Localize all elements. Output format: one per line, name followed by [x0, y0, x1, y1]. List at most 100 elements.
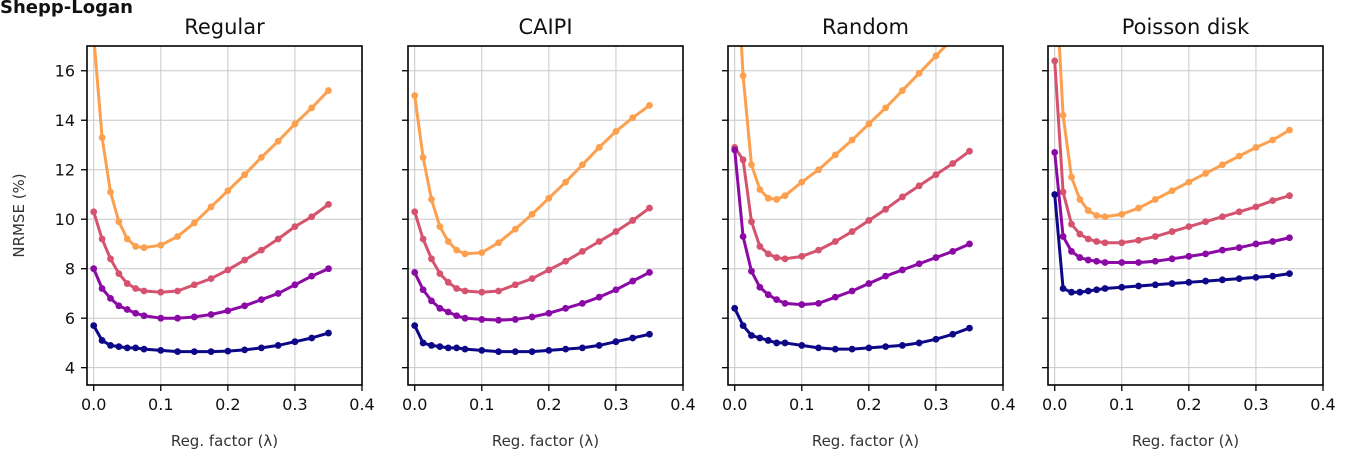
data-point — [915, 339, 923, 347]
data-point — [419, 153, 427, 161]
x-tick-label: 0.4 — [670, 395, 695, 414]
x-tick-label: 0.4 — [990, 395, 1015, 414]
data-point — [848, 287, 856, 295]
data-point — [174, 233, 181, 240]
data-point — [882, 343, 890, 351]
data-point — [224, 307, 232, 315]
data-point — [123, 280, 131, 287]
data-point — [325, 87, 332, 94]
data-point — [562, 257, 570, 265]
x-tick-label: 0.3 — [603, 395, 628, 414]
data-point — [966, 324, 973, 332]
data-point — [453, 344, 461, 352]
x-tick-label: 0.4 — [1310, 395, 1335, 414]
data-point — [1151, 196, 1159, 203]
data-point — [107, 188, 114, 196]
data-point — [1185, 178, 1193, 186]
data-point — [1059, 285, 1067, 292]
x-axis-label: Reg. factor (λ) — [812, 432, 919, 450]
series-line-1 — [739, 46, 948, 201]
data-point — [325, 329, 332, 337]
data-point — [949, 35, 956, 42]
y-tick-label: 16 — [55, 62, 75, 81]
data-point — [428, 255, 435, 263]
data-point — [848, 136, 856, 144]
data-point — [545, 309, 553, 317]
data-point — [1068, 173, 1075, 181]
data-point — [1084, 207, 1092, 214]
data-point — [932, 254, 940, 261]
panel-title: CAIPI — [518, 15, 572, 39]
data-point — [756, 334, 764, 342]
data-point — [764, 194, 772, 202]
data-point — [798, 301, 806, 308]
data-point — [731, 146, 739, 154]
axes-frame — [1047, 45, 1324, 386]
data-point — [865, 217, 873, 224]
data-point — [257, 296, 265, 304]
data-point — [739, 156, 747, 164]
data-point — [646, 269, 653, 276]
data-point — [98, 235, 106, 243]
data-point — [545, 266, 553, 274]
data-point — [528, 275, 536, 282]
data-point — [1118, 283, 1126, 291]
data-point — [207, 275, 215, 282]
data-point — [915, 182, 923, 190]
data-point — [478, 316, 486, 323]
data-point — [629, 334, 637, 342]
data-point — [190, 313, 198, 321]
data-point — [1101, 285, 1109, 292]
data-point — [739, 72, 747, 80]
data-point — [1269, 238, 1277, 245]
data-point — [1151, 257, 1159, 265]
data-point — [1269, 136, 1277, 144]
data-point — [190, 219, 198, 227]
data-point — [478, 249, 486, 257]
x-tick-label: 0.0 — [1042, 395, 1067, 414]
data-point — [444, 344, 452, 352]
x-tick-label: 0.3 — [1243, 395, 1268, 414]
data-point — [132, 309, 140, 317]
data-point — [815, 344, 822, 352]
data-point — [132, 243, 140, 250]
data-point — [882, 272, 890, 280]
data-point — [578, 161, 586, 169]
data-point — [528, 313, 536, 321]
data-point — [773, 296, 781, 304]
data-point — [1252, 144, 1260, 151]
data-point — [1252, 203, 1260, 211]
x-tick-label: 0.0 — [402, 395, 427, 414]
data-point — [461, 250, 469, 258]
data-point — [1235, 152, 1243, 160]
data-point — [562, 345, 570, 353]
data-point — [90, 322, 98, 330]
data-point — [756, 243, 764, 250]
data-point — [898, 193, 906, 201]
data-point — [731, 304, 739, 312]
data-point — [629, 277, 637, 285]
axes-frame — [86, 45, 363, 386]
data-point — [781, 192, 789, 200]
data-point — [932, 171, 940, 179]
data-point — [966, 240, 973, 248]
data-point — [207, 348, 215, 355]
data-point — [831, 345, 839, 353]
x-tick-label: 0.0 — [722, 395, 747, 414]
data-point — [224, 187, 232, 195]
data-point — [98, 134, 106, 141]
data-point — [764, 337, 772, 344]
data-point — [562, 178, 570, 186]
y-axis-label: NRMSE (%) — [10, 173, 28, 257]
data-point — [578, 247, 586, 255]
data-point — [190, 348, 198, 355]
data-point — [764, 291, 772, 299]
data-point — [107, 294, 114, 302]
data-point — [1084, 287, 1092, 295]
data-point — [157, 346, 165, 354]
data-point — [428, 297, 435, 305]
data-point — [291, 281, 299, 289]
data-point — [528, 348, 536, 355]
data-point — [190, 281, 198, 289]
